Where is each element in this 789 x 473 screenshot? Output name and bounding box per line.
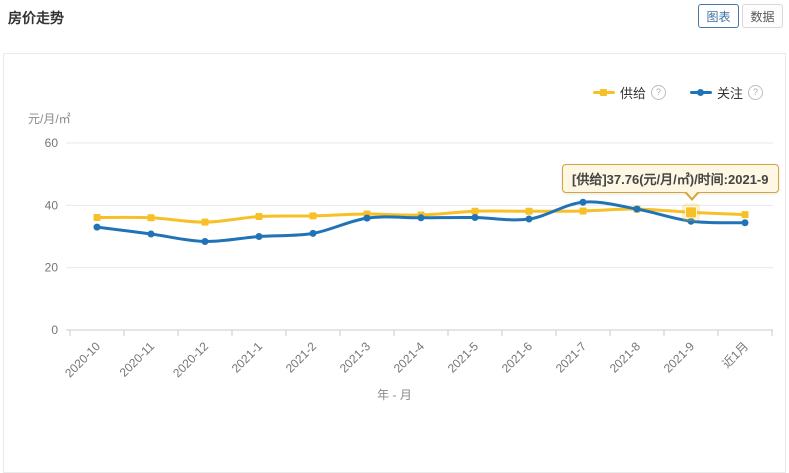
- chart-tooltip: [供给]37.76(元/月/㎡)/时间:2021-9: [562, 164, 779, 201]
- legend-item-attention[interactable]: 关注 ?: [689, 83, 763, 102]
- supply-series-marker-icon: [592, 89, 615, 97]
- data-view-button[interactable]: 数据: [742, 4, 783, 28]
- chart-card: [3, 53, 786, 473]
- y-axis-unit-label: 元/月/㎡: [28, 112, 71, 126]
- legend-label-attention: 关注: [716, 86, 743, 101]
- attention-series-marker-icon: [689, 89, 712, 97]
- legend-item-supply[interactable]: 供给 ?: [592, 83, 666, 102]
- x-axis-name-label: 年 - 月: [377, 388, 412, 402]
- chart-legend: 供给 ? 关注 ?: [592, 83, 763, 102]
- plot-area[interactable]: [66, 130, 773, 330]
- chart-view-button[interactable]: 图表: [698, 4, 739, 28]
- legend-label-supply: 供给: [619, 86, 646, 101]
- attention-help-icon[interactable]: ?: [748, 85, 763, 100]
- tooltip-text: [供给]37.76(元/月/㎡)/时间:2021-9: [572, 172, 769, 187]
- page-title: 房价走势: [8, 10, 64, 26]
- view-toggle: 图表 数据: [698, 4, 783, 28]
- supply-help-icon[interactable]: ?: [650, 85, 666, 100]
